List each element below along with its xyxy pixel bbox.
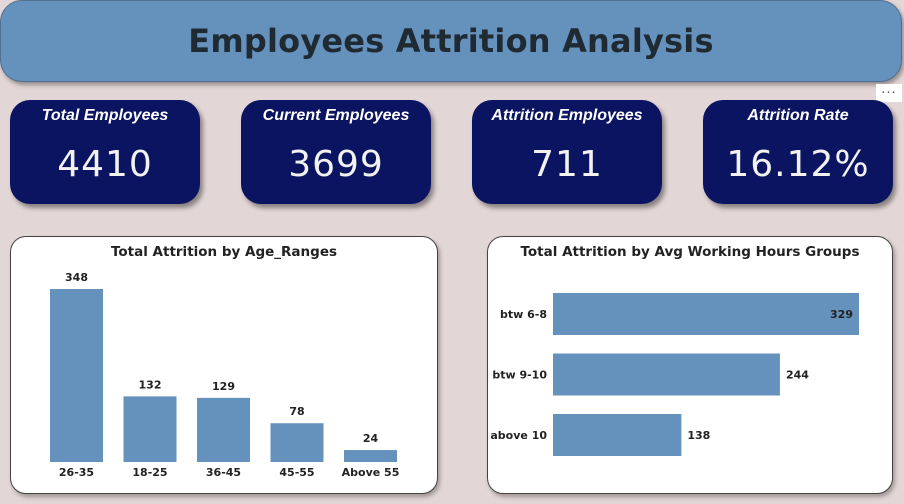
kpi-card-attrition-employees: Attrition Employees 711 — [472, 100, 662, 204]
kpi-label: Attrition Rate — [747, 107, 849, 124]
x-tick-label: 36-45 — [206, 466, 241, 479]
data-label: 24 — [363, 432, 379, 445]
chart-title: Total Attrition by Age_Ranges — [110, 244, 338, 260]
x-tick-label: 18-25 — [132, 466, 167, 479]
kpi-label: Attrition Employees — [491, 107, 643, 124]
y-tick-label: above 10 — [490, 429, 547, 442]
bar-26-35 — [50, 289, 103, 462]
age-attrition-chart-panel[interactable]: Total Attrition by Age_Ranges 348 26-35 13… — [10, 236, 438, 494]
data-label: 78 — [289, 405, 304, 418]
bar-btw 6-8 — [553, 293, 859, 335]
kpi-value: 16.12% — [726, 144, 870, 185]
bar-above 10 — [553, 414, 682, 456]
kpi-label: Current Employees — [262, 107, 410, 124]
kpi-value: 3699 — [288, 144, 384, 185]
age-attrition-bar-chart: 348 26-35 132 18-25 129 36-45 78 45-55 24 Above 5… — [50, 271, 400, 479]
data-label: 244 — [786, 369, 809, 382]
bar-btw 9-10 — [553, 353, 780, 396]
bar-45-55 — [270, 423, 324, 462]
data-label: 138 — [687, 429, 710, 442]
chart-title: Total Attrition by Avg Working Hours Gro… — [520, 244, 860, 260]
kpi-card-current-employees: Current Employees 3699 — [241, 100, 431, 204]
hours-attrition-bar-chart: btw 6-8 329 btw 9-10 244 above 10 138 — [490, 293, 859, 456]
y-tick-label: btw 9-10 — [492, 369, 547, 382]
bar-36-45 — [197, 397, 250, 462]
dashboard-title: Employees Attrition Analysis — [188, 22, 714, 60]
bar-Above 55 — [344, 450, 397, 462]
x-tick-label: Above 55 — [342, 466, 400, 479]
kpi-card-attrition-rate: Attrition Rate 16.12% — [703, 100, 893, 204]
data-label: 132 — [139, 378, 162, 391]
hours-attrition-chart-panel[interactable]: Total Attrition by Avg Working Hours Gro… — [487, 236, 893, 494]
more-options-icon[interactable]: ... — [876, 83, 902, 102]
x-tick-label: 26-35 — [59, 466, 94, 479]
kpi-value: 4410 — [57, 144, 153, 185]
data-label: 329 — [830, 308, 853, 321]
kpi-value: 711 — [531, 144, 603, 185]
data-label: 129 — [212, 380, 235, 393]
kpi-card-total-employees: Total Employees 4410 — [10, 100, 200, 204]
bar-18-25 — [123, 396, 177, 462]
dashboard-header: Employees Attrition Analysis — [0, 0, 902, 82]
data-label: 348 — [65, 271, 88, 284]
x-tick-label: 45-55 — [279, 466, 314, 479]
y-tick-label: btw 6-8 — [500, 308, 547, 321]
kpi-label: Total Employees — [41, 107, 169, 124]
